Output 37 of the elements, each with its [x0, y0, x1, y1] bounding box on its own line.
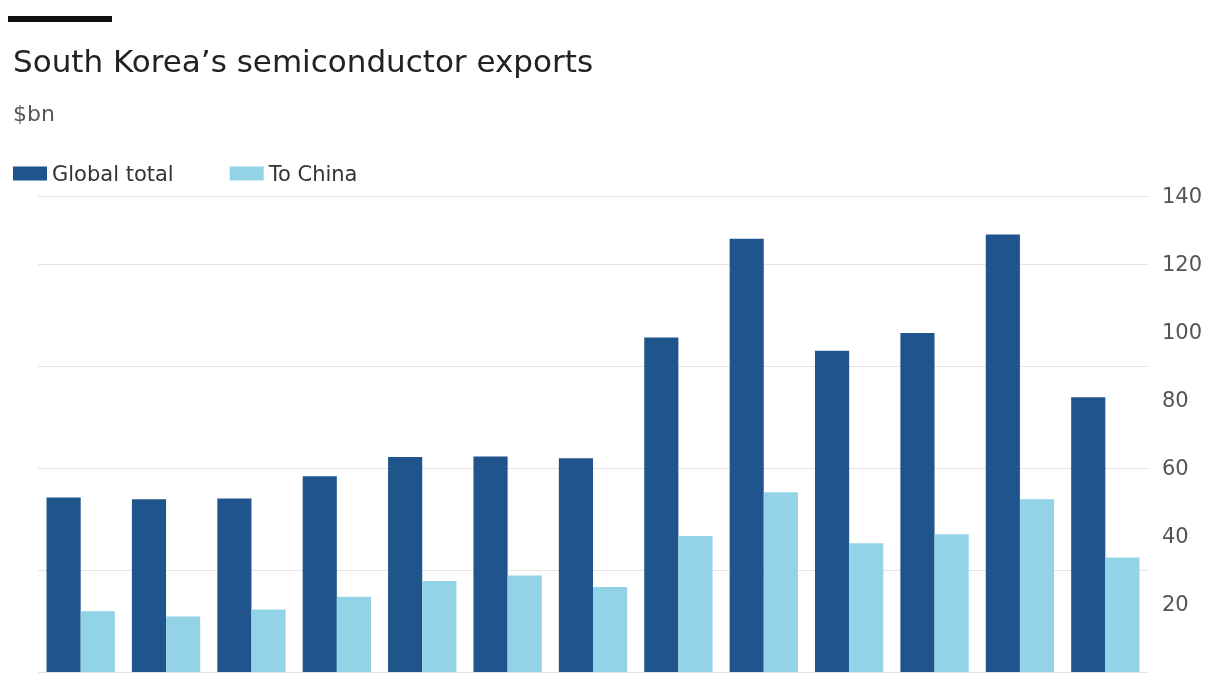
bar — [1105, 557, 1140, 672]
bar — [1071, 397, 1106, 672]
bar — [900, 333, 935, 672]
bar — [422, 580, 457, 672]
y-tick-label: 40 — [1162, 524, 1189, 548]
chart-subtitle: $bn — [13, 100, 55, 126]
bar — [217, 498, 252, 672]
bar — [593, 587, 628, 672]
bar — [934, 534, 969, 672]
y-tick-label: 100 — [1162, 320, 1203, 344]
bar — [678, 536, 713, 672]
y-tick-label: 60 — [1162, 456, 1189, 480]
bar — [558, 458, 593, 672]
chart-title: South Korea’s semiconductor exports — [13, 42, 594, 79]
bar — [80, 611, 115, 672]
bar — [815, 350, 850, 672]
bar — [1019, 499, 1055, 672]
y-tick-label: 80 — [1162, 388, 1189, 412]
bar — [388, 457, 423, 672]
bar — [131, 499, 167, 672]
bar — [46, 497, 81, 672]
bar — [507, 575, 542, 672]
legend-label: Global total — [52, 161, 174, 186]
bar — [473, 456, 508, 672]
legend-label: To China — [267, 161, 358, 186]
bar — [336, 596, 371, 672]
bar — [849, 543, 884, 672]
bar — [729, 238, 764, 672]
y-tick-label: 20 — [1162, 592, 1189, 616]
y-tick-label: 140 — [1162, 184, 1203, 208]
bar — [985, 234, 1020, 672]
bar — [644, 337, 679, 672]
bar — [302, 476, 337, 672]
bar — [763, 492, 798, 672]
bar — [251, 609, 286, 672]
bar — [166, 616, 201, 672]
y-tick-label: 120 — [1162, 252, 1203, 276]
